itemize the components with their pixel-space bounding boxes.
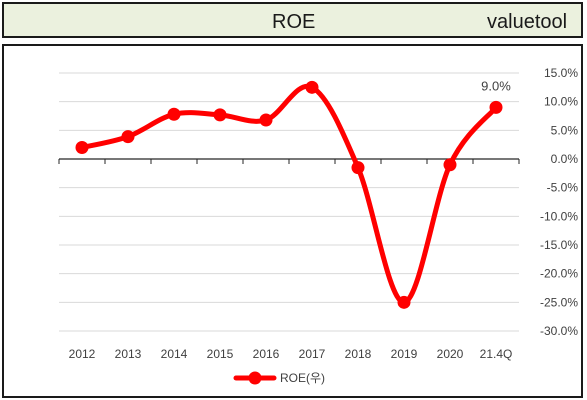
data-point [259,113,273,127]
x-tick-label: 2016 [253,347,280,361]
data-point [167,107,181,121]
legend-marker [248,371,262,385]
y-tick-label: 0.0% [551,152,579,166]
y-tick-label: -10.0% [540,209,578,223]
y-axis-ticks: 15.0% 10.0% 5.0% 0.0% -5.0% -10.0% -15.0% -20.0… [540,66,578,338]
data-label: 9.0% [481,78,511,93]
x-tick-label: 21.4Q [480,347,513,361]
y-tick-label: 5.0% [551,123,579,137]
data-labels: 9.0% [481,78,511,93]
y-tick-label: -30.0% [540,324,578,338]
data-point [75,141,89,155]
data-point [213,108,227,122]
x-tick-label: 2020 [437,347,464,361]
data-point [489,100,503,114]
data-point [397,295,411,309]
x-axis [58,158,520,164]
grid-lines [59,72,519,332]
data-point [121,130,135,144]
y-tick-label: -25.0% [540,295,578,309]
y-tick-label: -20.0% [540,267,578,281]
legend: ROE(우) [233,371,325,385]
x-tick-label: 2014 [161,347,188,361]
y-tick-label: 15.0% [544,66,578,80]
chart-title: ROE [272,11,316,33]
x-tick-label: 2017 [299,347,326,361]
legend-label: ROE(우) [280,371,325,385]
series-group [75,80,503,309]
x-tick-label: 2013 [115,347,142,361]
data-point [443,158,457,172]
x-tick-label: 2018 [345,347,372,361]
roe-line-chart: 15.0% 10.0% 5.0% 0.0% -5.0% -10.0% -15.0% -20.0… [58,66,578,385]
x-tick-label: 2012 [69,347,96,361]
data-point [305,80,319,94]
x-tick-label: 2019 [391,347,418,361]
chart-frame: 15.0% 10.0% 5.0% 0.0% -5.0% -10.0% -15.0% -20.0… [2,44,583,398]
y-tick-label: -15.0% [540,238,578,252]
series-line-roe [79,83,499,305]
y-tick-label: -5.0% [547,181,579,195]
y-tick-label: 10.0% [544,95,578,109]
brand-label: valuetool [487,11,568,33]
data-point [351,161,365,175]
chart-header: ROE valuetool [2,2,583,38]
x-axis-ticks: 2012 2013 2014 2015 2016 2017 2018 2019 2020 21.4… [69,347,513,361]
x-tick-label: 2015 [207,347,234,361]
